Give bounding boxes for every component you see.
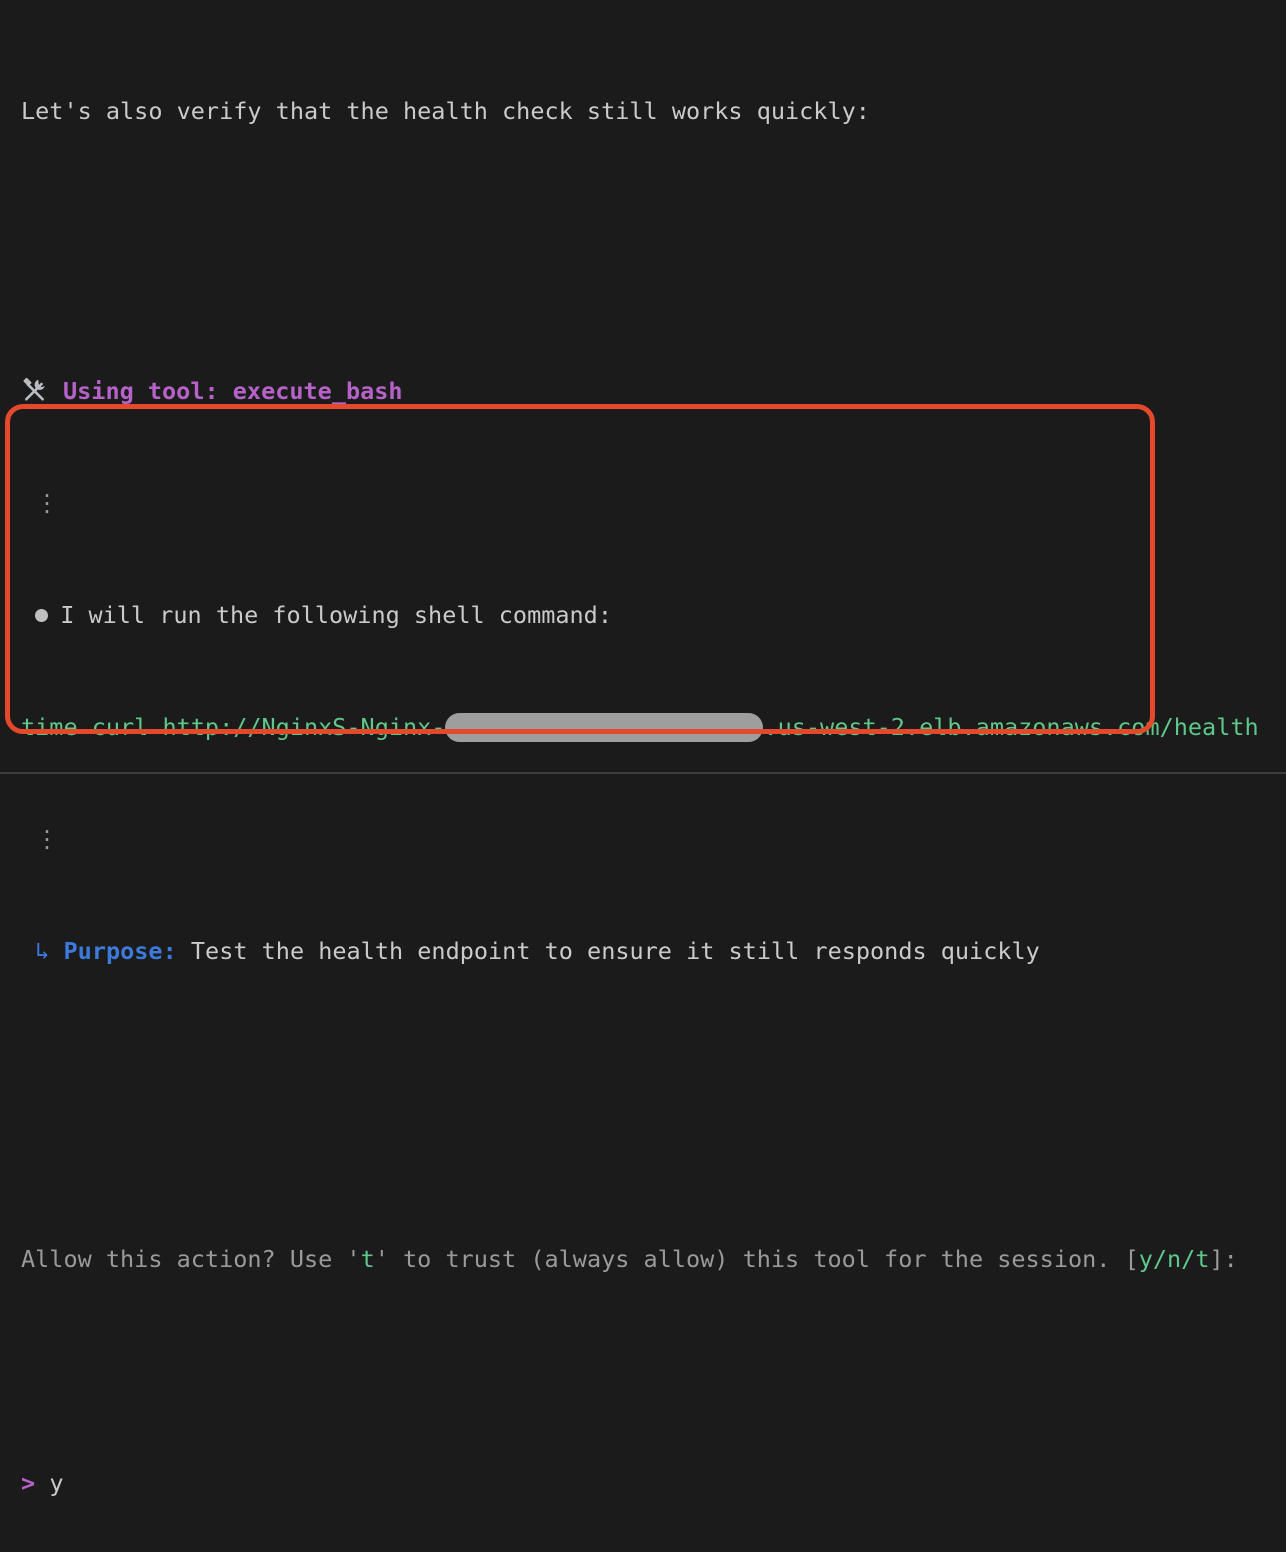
assistant-message: Let's also verify that the health check … — [21, 97, 1286, 125]
user-input-line[interactable]: > y — [21, 1469, 1286, 1497]
blank-line — [21, 1133, 1286, 1161]
command-prefix: time curl http://NginxS-Nginx- — [21, 713, 446, 741]
tool-usage-label: Using tool: execute_bash — [63, 377, 403, 405]
terminal-window[interactable]: Let's also verify that the health check … — [0, 0, 1286, 1497]
ellipsis-glyph: ⋮ — [35, 489, 59, 517]
approval-text-2: ' to trust (always allow) this tool for … — [374, 1245, 1139, 1273]
assistant-message-text: Let's also verify that the health check … — [21, 97, 870, 125]
return-arrow-icon: ↳ — [35, 937, 50, 965]
purpose-line: ↳ Purpose: Test the health endpoint to ens… — [21, 937, 1286, 965]
approval-options: y/n/t — [1138, 1245, 1210, 1273]
command-suffix: .us-west-2.elb.amazonaws.com/health — [763, 713, 1259, 741]
approval-prompt: Allow this action? Use 't' to trust (alw… — [21, 1245, 1286, 1273]
blank-line — [21, 1049, 1286, 1077]
bullet-icon — [35, 609, 49, 622]
prompt-symbol: > — [21, 1469, 36, 1497]
window-bottom-divider — [0, 772, 1286, 774]
hammer-wrench-icon — [21, 377, 48, 403]
tool-usage-header: Using tool: execute_bash — [21, 377, 1286, 405]
approval-text-1: Allow this action? Use ' — [21, 1245, 361, 1273]
command-intro-text: I will run the following shell command: — [60, 601, 612, 629]
purpose-label: Purpose: — [63, 937, 177, 965]
blank-line — [21, 1357, 1286, 1385]
blank-line — [21, 181, 1286, 209]
ellipsis-separator: ⋮ — [21, 489, 1286, 517]
redaction-blob — [445, 713, 764, 742]
ellipsis-separator: ⋮ — [21, 825, 1286, 853]
trust-key: t — [360, 1245, 375, 1273]
command-intro-line: I will run the following shell command: — [21, 601, 1286, 629]
ellipsis-glyph: ⋮ — [35, 825, 59, 853]
blank-line — [21, 265, 1286, 293]
approval-text-3: ]: — [1209, 1245, 1238, 1273]
purpose-text: Test the health endpoint to ensure it st… — [190, 937, 1040, 965]
command-line: time curl http://NginxS-Nginx- .us-west-2… — [21, 713, 1286, 742]
user-input-value: y — [49, 1469, 64, 1497]
